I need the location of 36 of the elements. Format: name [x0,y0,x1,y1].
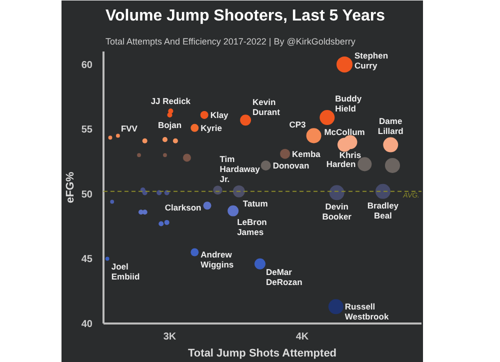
annotation: LeBron James [237,216,267,237]
annotation: Joel Embiid [111,262,140,282]
y-axis-title: eFG% [64,172,76,204]
annotation: Donovan [272,160,310,170]
x-tick-label: 3K [163,332,177,342]
annotation: Bradley Beal [367,200,399,220]
annotation: Kevin Durant [252,97,280,118]
annotation: DeMar DeRozan [266,266,302,287]
annotation: Bojan [158,120,182,130]
x-axis-title: Total Jump Shots Attempted [188,348,337,360]
y-tick-label: 50 [81,189,93,200]
annotation: Kemba [292,148,321,159]
annotation: McCollum [324,126,366,137]
annotation: Harden [326,159,356,170]
annotation: Tim Hardaway Jr. [220,154,260,184]
annotation: Dame Lillard [378,116,404,136]
annotation: JJ Redick [150,96,191,106]
chart-title: Volume Jump Shooters, Last 5 Years [106,8,386,24]
annotation: FVV [120,124,138,134]
annotation: Kyrie [200,122,222,133]
y-tick-label: 60 [81,60,93,71]
x-tick-label: 4K [296,332,310,342]
annotation: Russell Westbrook [344,302,389,322]
y-tick-label: 40 [81,319,93,330]
annotation: Stephen Curry [354,50,388,70]
annotation: Devin Booker [322,202,352,222]
y-tick-label: 45 [81,254,93,266]
y-tick-label: 55 [81,124,93,136]
annotation: Andrew Wiggins [200,249,234,270]
chart-subtitle: Total Attempts And Efficiency 2017-2022 | By @KirkGoldsberry [106,36,356,46]
annotation: Klay [210,110,229,120]
annotation: Clarkson [164,202,202,213]
annotation: Khris [339,150,362,160]
annotation: Buddy Hield [335,94,362,114]
annotation: CP3 [289,120,306,130]
annotation: Tatum [242,198,268,208]
